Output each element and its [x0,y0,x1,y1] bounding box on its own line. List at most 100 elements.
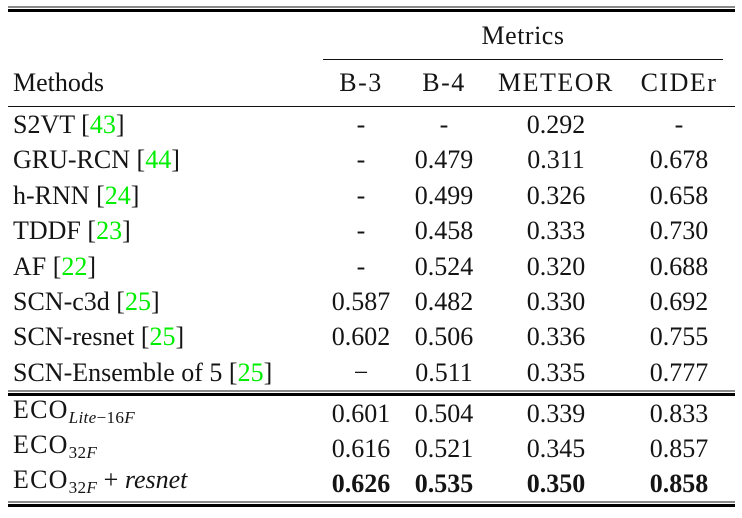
metric-value-b4: 0.479 [414,145,474,175]
citation-bracket-open: [ [140,322,150,352]
metric-value-b4: 0.458 [414,216,474,246]
metric-value-meteor: 0.330 [526,286,586,316]
method-label: ECO32F + resnet [8,462,323,505]
citation-link[interactable]: 24 [104,180,131,210]
method-label-italic-part: F [86,443,98,463]
metric-value-cider: 0.658 [649,180,709,210]
table-row: AF [22] - 0.524 0.320 0.688 [8,249,735,284]
citation-link[interactable]: 25 [237,357,264,387]
table-row: TDDF [23] - 0.458 0.333 0.730 [8,213,735,248]
metric-value-b4: 0.482 [414,286,474,316]
metrics-group-header-row: Metrics [8,12,735,59]
citation-link[interactable]: 23 [96,216,123,246]
method-label-text-part: + [97,465,125,495]
metric-value-b3: - [356,216,366,246]
metric-value-meteor: 0.320 [526,251,586,281]
metrics-group-header: Metrics [481,20,565,50]
method-label-text-part: −16 [96,408,125,428]
column-header-b4: B-4 [422,68,466,97]
metric-value-meteor: 0.333 [526,216,586,246]
method-label-italic-part: F [86,478,98,498]
metric-value-b3: - [356,251,366,281]
metric-value-b4: - [439,110,449,139]
method-label-text-part: S2VT [13,110,82,139]
citation-bracket-close: ] [263,357,273,387]
table-row: SCN-Ensemble of 5 [25] − 0.511 0.335 0.7… [8,355,735,390]
method-label: SCN-resnet [25] [8,319,323,354]
metric-value-cider: 0.730 [649,216,709,246]
method-label-text-part: 32 [68,478,87,498]
metric-value-meteor: 0.339 [526,399,586,429]
table-row: ECO32F 0.616 0.521 0.345 0.857 [8,430,735,466]
citation-bracket-open: [ [81,110,90,139]
metric-value-meteor: 0.345 [526,434,586,464]
citation-bracket-open: [ [116,286,125,316]
method-subscript: Lite−16F [69,408,135,427]
column-header-cider: CIDEr [640,68,718,97]
table-row: S2VT [43] - - 0.292 - [8,107,735,142]
metric-value-b4: 0.521 [414,434,474,464]
column-header-b3: B-3 [339,68,383,97]
method-label: SCN-c3d [25] [8,284,323,319]
citation-link[interactable]: 25 [124,286,151,316]
citation-bracket-open: [ [52,251,62,281]
metric-value-b4: 0.511 [415,357,473,387]
table-row: ECOLite−16F 0.601 0.504 0.339 0.833 [8,395,735,431]
metric-value-b4: 0.535 [414,469,474,499]
citation-bracket-close: ] [175,322,185,352]
metric-value-meteor: 0.326 [526,180,586,210]
ours-rows-section: ECOLite−16F 0.601 0.504 0.339 0.833 ECO3… [8,395,735,501]
column-header-row: Methods B-3 B-4 METEOR CIDEr [8,60,735,106]
method-label: SCN-Ensemble of 5 [25] [8,355,323,390]
method-label-text-part: SCN-resnet [13,322,141,352]
metric-value-cider: 0.678 [649,145,709,175]
section-divider-rule [8,390,735,397]
metric-value-b4: 0.524 [414,251,474,281]
column-header-meteor: METEOR [498,68,614,97]
citation-bracket-close: ] [171,145,180,175]
metric-value-b4: 0.506 [414,322,474,352]
table-bottom-rule [8,501,735,508]
metric-value-b4: 0.499 [414,180,474,210]
metric-value-cider: - [674,110,684,139]
citation-bracket-close: ] [130,180,140,210]
metric-value-b3: 0.601 [331,399,391,429]
metric-value-meteor: 0.335 [526,357,586,387]
method-label-text-part: SCN-c3d [13,286,117,316]
table-row: SCN-c3d [25] 0.587 0.482 0.330 0.692 [8,284,735,319]
citation-bracket-open: [ [136,145,146,175]
metric-value-b3: 0.602 [331,322,391,352]
method-label: S2VT [43] [8,107,323,142]
method-label: ECOLite−16F [8,392,323,435]
citation-bracket-close: ] [150,286,160,316]
method-label: h-RNN [24] [8,178,323,213]
baseline-rows-section: S2VT [43] - - 0.292 - GRU-RCN [44] - 0.4… [8,107,735,390]
table-row: h-RNN [24] - 0.499 0.326 0.658 [8,178,735,213]
table-row: ECO32F + resnet 0.626 0.535 0.350 0.858 [8,465,735,501]
citation-link[interactable]: 22 [61,251,88,281]
method-label-italic-part: Lite [68,408,97,428]
method-label: TDDF [23] [8,213,323,248]
method-label-text-part: GRU-RCN [13,145,137,175]
citation-bracket-close: ] [122,216,131,246]
results-table: Metrics Methods B-3 B-4 METEOR CIDEr S2V… [8,6,735,508]
metric-value-b3: 0.616 [331,434,391,464]
method-label-text-part: 32 [68,443,87,463]
metric-value-b3: - [356,145,366,175]
table-row: GRU-RCN [44] - 0.479 0.311 0.678 [8,142,735,177]
citation-link[interactable]: 43 [89,110,116,139]
citation-link[interactable]: 25 [149,322,176,352]
metric-value-b3: - [356,180,366,210]
metric-value-b4: 0.504 [414,399,474,429]
citation-bracket-open: [ [96,180,105,210]
header-rule [8,106,735,107]
table-row: SCN-resnet [25] 0.602 0.506 0.336 0.755 [8,319,735,354]
citation-bracket-open: [ [228,357,238,387]
citation-link[interactable]: 44 [145,145,172,175]
method-label: ECO32F [8,427,323,470]
table-top-rule [8,6,735,12]
metric-value-meteor: 0.292 [526,110,586,139]
metric-value-cider: 0.777 [649,357,709,387]
citation-bracket-close: ] [115,110,125,139]
method-label-text-part: SCN-Ensemble of 5 [13,357,229,387]
